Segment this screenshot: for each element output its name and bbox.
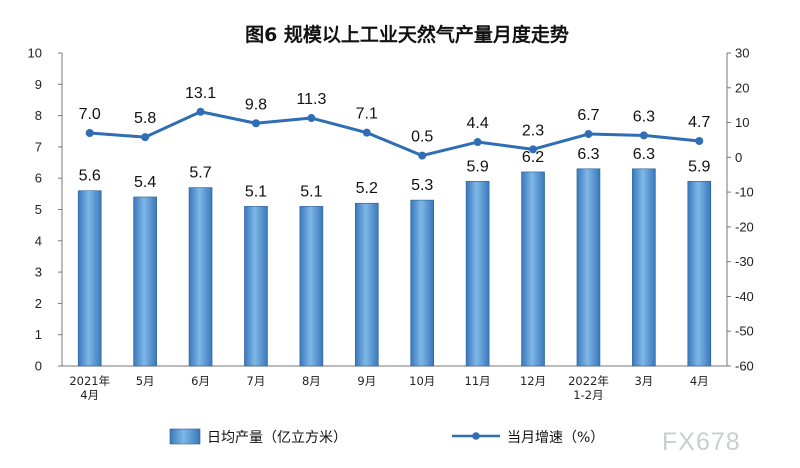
legend-bar-label: 日均产量（亿立方米） [207,430,347,446]
line-point [196,107,205,116]
left-tick-label: 4 [35,233,42,248]
bar [77,190,102,367]
bar-series [77,168,712,367]
line-point [473,138,482,147]
bar-value-label: 5.1 [300,183,322,200]
bar [576,168,601,367]
category-label: 8月 [302,374,321,388]
line-point [529,145,538,154]
line-point [418,151,427,160]
category-label: 5月 [136,374,155,388]
left-tick-label: 7 [35,139,42,154]
line-value-label: 9.8 [245,96,267,113]
bar [465,181,490,367]
legend-line-label: 当月增速（%） [507,430,604,446]
chart-title: 图6 规模以上工业天然气产量月度走势 [245,23,569,46]
line-value-label: 7.1 [356,106,378,123]
right-tick-label: -30 [735,254,754,269]
line-point [251,119,260,128]
left-tick-label: 2 [35,296,42,311]
bar-value-label: 5.9 [688,158,710,175]
category-label: 11月 [465,374,491,388]
line-point [584,130,593,139]
bar-value-label: 5.7 [189,165,211,182]
right-tick-label: -50 [735,324,754,339]
bar-value-labels: 5.6 5.4 5.7 5.1 5.1 5.2 5.3 5.9 6.2 6.3 6.3 5.9 [79,146,711,201]
bar-value-label: 5.6 [79,168,101,185]
line-value-label: 11.3 [296,91,326,108]
line-value-label: 7.0 [79,106,101,123]
bar [133,196,157,367]
left-tick-label: 3 [35,265,42,280]
line-point [307,114,316,123]
line-value-labels: 7.0 5.8 13.1 9.8 11.3 7.1 0.5 4.4 2.3 6.7 6.3 4.7 [79,85,711,146]
bar [244,206,268,367]
category-label: 2021年 [69,374,110,388]
category-label: 12月 [520,374,546,388]
category-label: 1-2月 [573,388,603,402]
line-value-label: 4.7 [688,114,710,131]
left-tick-label: 10 [28,46,42,61]
category-label: 3月 [634,374,653,388]
right-tick-label: -10 [735,185,754,200]
left-tick-label: 6 [35,171,42,186]
left-tick-label: 0 [35,359,42,374]
left-tick-label: 9 [35,77,42,92]
category-label: 6月 [191,374,210,388]
line-value-label: 2.3 [522,122,544,139]
line-point [695,136,704,145]
bar-value-label: 6.3 [633,146,655,163]
category-label: 9月 [357,374,376,388]
right-tick-label: 0 [735,150,742,165]
bar [521,171,545,367]
bar [687,181,712,367]
bar-value-label: 5.9 [467,158,489,175]
bar [410,199,435,367]
legend: 日均产量（亿立方米） 当月增速（%） [169,428,604,446]
bar-value-label: 6.2 [522,149,544,166]
watermark: FX678 [662,428,741,456]
left-tick-label: 1 [35,327,42,342]
bar [354,202,379,367]
growth-line [89,110,700,158]
right-tick-label: -60 [735,359,754,374]
line-value-label: 0.5 [411,129,433,146]
bar [188,187,213,367]
bar [299,206,324,367]
right-tick-label: -20 [735,219,754,234]
line-value-label: 4.4 [467,115,489,132]
line-value-label: 5.8 [134,110,156,127]
line-value-label: 6.7 [577,107,599,124]
line-point [85,128,94,137]
bar [632,168,656,367]
line-point [639,131,648,140]
category-label: 4月 [80,388,99,402]
right-tick-label: 10 [735,115,749,130]
right-tick-label: -40 [735,289,754,304]
right-tick-label: 20 [735,80,749,95]
bar-value-label: 5.1 [245,183,267,200]
bar-value-label: 5.3 [411,177,433,194]
line-point [362,128,371,137]
bar-value-label: 5.2 [356,180,378,197]
line-value-label: 6.3 [633,108,655,125]
legend-line-marker [472,432,480,440]
bar-value-label: 6.3 [577,146,599,163]
left-tick-label: 8 [35,108,42,123]
left-y-axis: 0 1 2 3 4 5 6 7 8 9 10 [28,46,63,374]
legend-bar-swatch [169,428,201,445]
line-series [85,107,704,160]
right-y-axis: -60 -50 -40 -30 -20 -10 0 10 20 30 [726,46,754,374]
category-label: 4月 [690,374,709,388]
right-tick-label: 30 [735,46,749,61]
line-point [141,133,150,142]
bar-value-label: 5.4 [134,174,156,191]
category-label: 7月 [247,374,266,388]
category-label: 10月 [409,374,435,388]
line-value-label: 13.1 [185,85,216,102]
left-tick-label: 5 [35,202,42,217]
category-label: 2022年 [568,374,609,388]
